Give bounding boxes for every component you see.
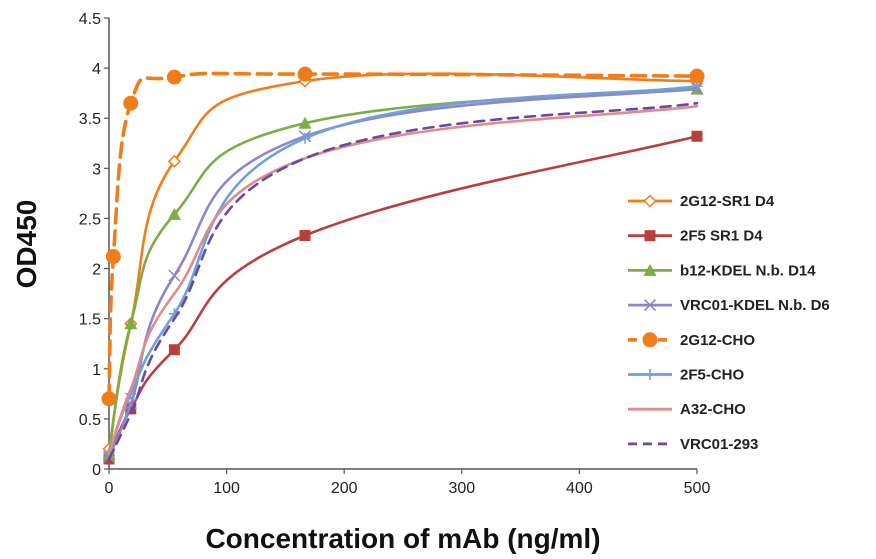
y-tick-label: 3.5 <box>79 111 101 128</box>
data-point <box>125 403 137 415</box>
x-axis-title: Concentration of mAb (ng/ml) <box>205 523 600 554</box>
x-tick-label: 500 <box>684 480 711 497</box>
series-line <box>107 104 699 456</box>
axes <box>108 18 697 470</box>
legend-item: 2F5 SR1 D4 <box>628 228 763 245</box>
series-4 <box>101 66 705 407</box>
legend-label: 2F5 SR1 D4 <box>680 228 763 245</box>
legend-label: A32-CHO <box>680 401 746 418</box>
x-ticks: 0 100 200 300 400 500 <box>105 469 711 497</box>
data-point <box>299 229 311 241</box>
legend-item: 2G12-SR1 D4 <box>628 193 775 210</box>
data-point <box>168 269 181 282</box>
data-point <box>123 95 139 111</box>
x-tick-label: 300 <box>448 480 475 497</box>
series-line <box>107 101 699 461</box>
legend-item: VRC01-KDEL N.b. D6 <box>628 297 830 314</box>
data-point <box>167 154 181 168</box>
legend-marker <box>643 263 657 276</box>
y-tick-label: 3 <box>92 161 101 178</box>
legend-marker <box>644 369 656 380</box>
data-point <box>691 130 703 142</box>
y-tick-label: 2 <box>92 262 101 279</box>
y-tick-label: 0.5 <box>79 412 101 429</box>
y-tick-label: 4.5 <box>79 11 101 28</box>
legend-item: b12-KDEL N.b. D14 <box>628 262 816 279</box>
legend-marker <box>643 194 657 208</box>
series-layer <box>101 66 705 465</box>
y-ticks: 0 0.5 1 1.5 2 2.5 3 3.5 4 4.5 <box>79 11 109 479</box>
series-6 <box>107 104 699 456</box>
legend-marker <box>642 332 658 348</box>
legend-item: VRC01-293 <box>628 436 758 453</box>
data-point <box>297 66 313 82</box>
data-point <box>691 80 703 92</box>
legend-label: 2G12-CHO <box>680 332 755 349</box>
series-7 <box>107 101 699 461</box>
data-point <box>168 344 180 356</box>
series-2 <box>102 82 704 460</box>
y-tick-label: 2.5 <box>79 211 101 228</box>
y-tick-label: 4 <box>92 61 101 78</box>
data-point <box>689 68 705 84</box>
series-5 <box>103 80 703 460</box>
series-1 <box>103 130 703 465</box>
series-line <box>107 71 699 401</box>
legend-label: VRC01-293 <box>680 436 758 453</box>
legend-marker <box>644 230 656 242</box>
data-point <box>299 132 311 144</box>
x-tick-label: 400 <box>566 480 593 497</box>
y-tick-label: 0 <box>92 462 101 479</box>
data-point <box>124 317 138 330</box>
data-point <box>105 249 121 265</box>
legend-label: VRC01-KDEL N.b. D6 <box>680 297 830 314</box>
legend-label: b12-KDEL N.b. D14 <box>680 262 816 279</box>
legend-label: 2G12-SR1 D4 <box>680 193 775 210</box>
legend-label: 2F5-CHO <box>680 367 745 384</box>
data-point <box>298 116 312 129</box>
y-axis-title: OD450 <box>11 200 42 289</box>
y-tick-label: 1.5 <box>79 312 101 329</box>
legend-item: 2F5-CHO <box>628 367 745 384</box>
data-point <box>167 207 181 220</box>
legend-item: A32-CHO <box>628 401 746 418</box>
x-tick-label: 0 <box>105 480 114 497</box>
data-point <box>101 391 117 407</box>
x-tick-label: 200 <box>331 480 358 497</box>
data-point <box>166 69 182 85</box>
y-tick-label: 1 <box>92 362 101 379</box>
legend-item: 2G12-CHO <box>628 332 755 349</box>
x-tick-label: 100 <box>213 480 240 497</box>
series-0 <box>102 72 704 456</box>
legend: 2G12-SR1 D4 2F5 SR1 D4 b12-KDEL N.b. D14 VR… <box>628 193 830 453</box>
legend-marker <box>643 299 657 312</box>
